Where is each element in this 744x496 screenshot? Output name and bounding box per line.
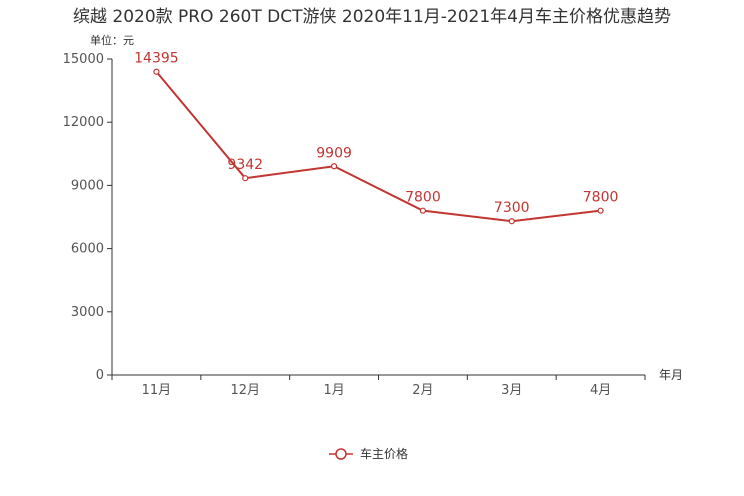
- data-label: 7800: [405, 190, 441, 206]
- data-label: 7300: [494, 200, 530, 216]
- x-tick-label: 4月: [590, 383, 611, 398]
- x-tick-label: 11月: [142, 383, 172, 398]
- series-line: [155, 71, 601, 223]
- data-label: 9342: [227, 157, 263, 173]
- legend[interactable]: 车主价格: [329, 446, 408, 461]
- data-point[interactable]: [153, 68, 160, 75]
- x-axis-name: 年月: [659, 368, 683, 382]
- y-tick-label: 15000: [63, 52, 104, 67]
- x-tick-label: 3月: [501, 383, 522, 398]
- y-tick-label: 12000: [63, 115, 104, 130]
- x-tick-label: 1月: [323, 383, 344, 398]
- legend-circle-icon: [335, 448, 347, 460]
- data-labels: 14395 9342 9909 7800 7300 7800: [134, 51, 618, 216]
- y-tick-label: 6000: [71, 242, 104, 257]
- data-point[interactable]: [330, 163, 338, 170]
- data-label: 7800: [583, 190, 619, 206]
- data-label: 14395: [134, 51, 179, 67]
- y-axis-unit-label: 单位：元: [90, 33, 134, 47]
- series-layer: [153, 68, 604, 225]
- x-tick-label: 12月: [230, 383, 260, 398]
- legend-label: 车主价格: [360, 446, 408, 461]
- data-point[interactable]: [508, 218, 515, 225]
- chart-title: 缤越 2020款 PRO 260T DCT游侠 2020年11月-2021年4月…: [73, 7, 671, 27]
- x-axis-ticks: 11月 12月 1月 2月 3月 4月: [111, 375, 646, 398]
- y-tick-label: 3000: [71, 305, 104, 320]
- y-axis-ticks: 0 3000 6000 9000 12000 15000: [63, 52, 112, 383]
- y-tick-label: 9000: [71, 178, 104, 193]
- x-tick-label: 2月: [412, 383, 433, 398]
- data-point[interactable]: [597, 207, 604, 214]
- data-point[interactable]: [419, 207, 427, 214]
- data-point[interactable]: [242, 175, 249, 182]
- y-tick-label: 0: [96, 368, 104, 383]
- data-label: 9909: [316, 145, 352, 161]
